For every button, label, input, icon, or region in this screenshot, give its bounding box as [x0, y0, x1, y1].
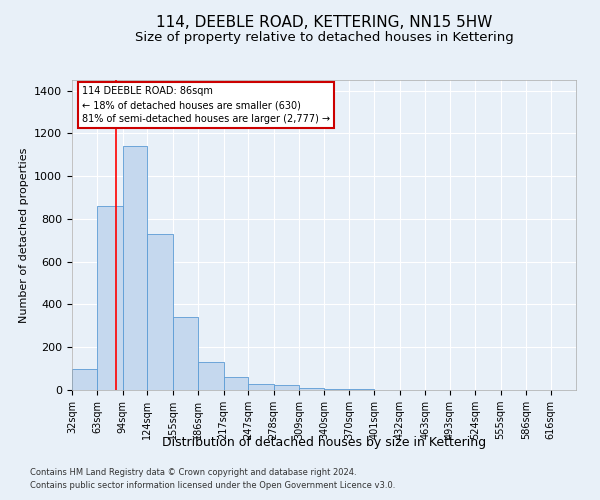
Bar — [72, 368, 97, 390]
Text: 114, DEEBLE ROAD, KETTERING, NN15 5HW: 114, DEEBLE ROAD, KETTERING, NN15 5HW — [156, 15, 492, 30]
Text: Contains public sector information licensed under the Open Government Licence v3: Contains public sector information licen… — [30, 480, 395, 490]
Text: 114 DEEBLE ROAD: 86sqm
← 18% of detached houses are smaller (630)
81% of semi-de: 114 DEEBLE ROAD: 86sqm ← 18% of detached… — [82, 86, 330, 124]
Bar — [198, 362, 224, 390]
Bar — [224, 377, 248, 390]
Bar — [325, 389, 349, 390]
Text: Size of property relative to detached houses in Kettering: Size of property relative to detached ho… — [134, 31, 514, 44]
Bar — [97, 206, 123, 390]
Bar — [299, 388, 325, 390]
Bar — [248, 384, 274, 390]
Bar — [274, 384, 299, 390]
Bar — [173, 318, 198, 390]
Text: Distribution of detached houses by size in Kettering: Distribution of detached houses by size … — [162, 436, 486, 449]
Bar — [123, 146, 148, 390]
Y-axis label: Number of detached properties: Number of detached properties — [19, 148, 29, 322]
Text: Contains HM Land Registry data © Crown copyright and database right 2024.: Contains HM Land Registry data © Crown c… — [30, 468, 356, 477]
Bar — [148, 234, 173, 390]
